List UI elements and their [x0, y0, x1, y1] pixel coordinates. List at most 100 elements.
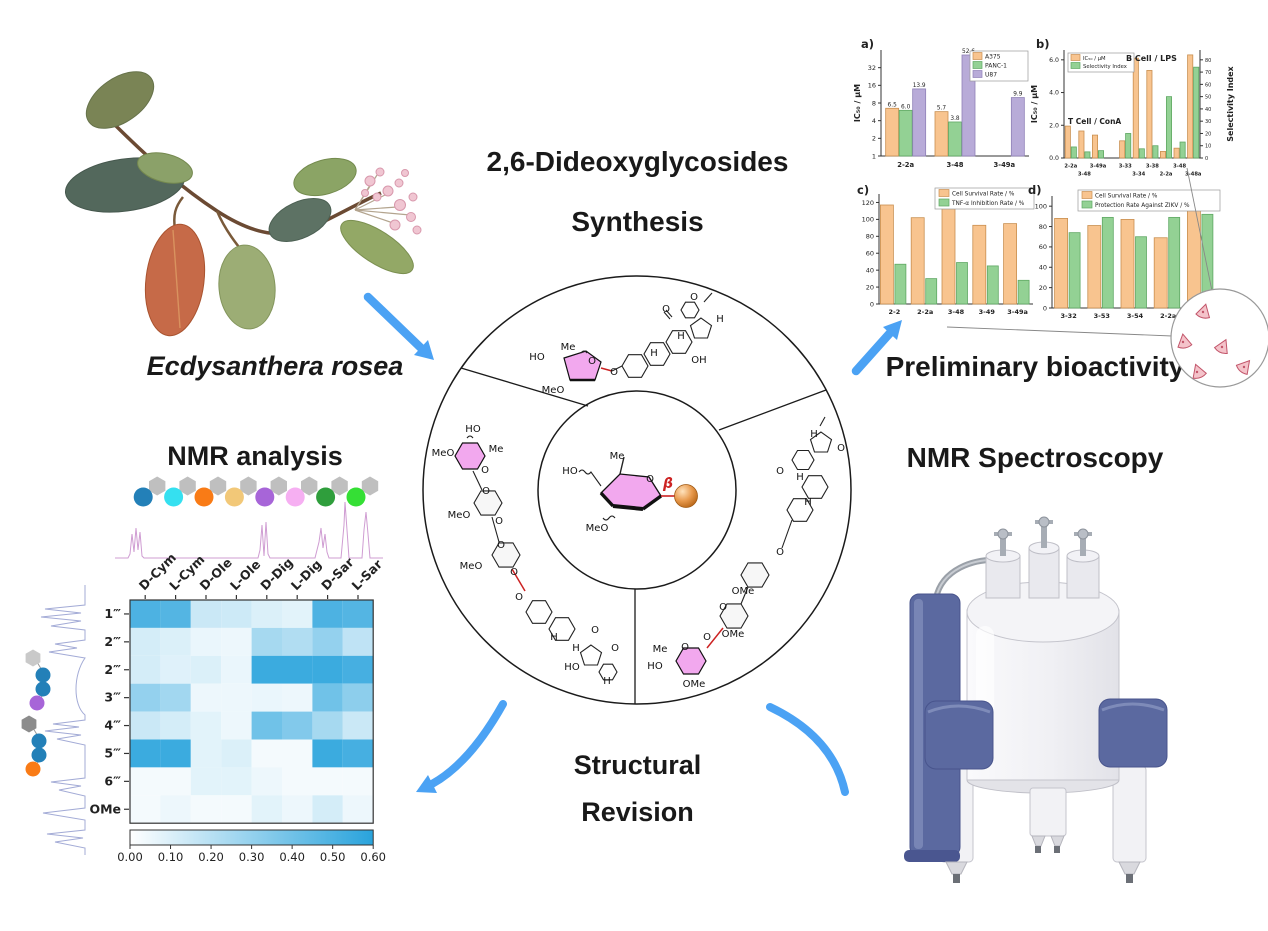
svg-text:O: O	[588, 356, 596, 367]
svg-text:Me: Me	[561, 342, 576, 353]
svg-text:1‴: 1‴	[104, 606, 121, 621]
structural-revision-line1: Structural	[573, 750, 702, 780]
svg-text:IC₅₀ / μM: IC₅₀ / μM	[1083, 56, 1106, 62]
svg-text:OMe: OMe	[732, 586, 755, 597]
svg-text:9.9: 9.9	[1013, 92, 1023, 98]
svg-text:2-2a: 2-2a	[917, 308, 933, 316]
svg-text:3-33: 3-33	[1119, 164, 1132, 170]
svg-text:80: 80	[866, 233, 874, 241]
svg-text:0.40: 0.40	[279, 850, 305, 864]
feet	[945, 835, 1141, 883]
svg-text:3-48: 3-48	[948, 308, 965, 316]
svg-text:Me: Me	[653, 644, 668, 655]
chart-b: 0.0 2.0 4.0 6.0 0 10 20 30 40 50 60 70 80 IC₅₀ / μM Se…	[1030, 37, 1235, 178]
svg-text:O: O	[681, 642, 689, 653]
svg-text:5.7: 5.7	[937, 106, 947, 112]
svg-text:6.0: 6.0	[1049, 57, 1059, 64]
svg-text:O: O	[610, 367, 618, 378]
svg-text:TNF-α Inhibition Rate / %: TNF-α Inhibition Rate / %	[951, 201, 1025, 207]
svg-text:0.30: 0.30	[239, 850, 265, 864]
svg-text:O: O	[497, 540, 505, 551]
svg-text:3.8: 3.8	[950, 116, 960, 122]
svg-text:3-48a: 3-48a	[1185, 172, 1202, 178]
svg-text:3-32: 3-32	[1060, 312, 1076, 320]
svg-text:2-2: 2-2	[889, 308, 901, 316]
svg-text:40: 40	[866, 266, 874, 274]
svg-text:4‴: 4‴	[104, 718, 121, 733]
svg-text:2: 2	[872, 135, 876, 143]
svg-text:3-34: 3-34	[1132, 172, 1145, 178]
svg-text:8: 8	[872, 99, 876, 107]
svg-text:H: H	[716, 314, 724, 325]
svg-text:MeO: MeO	[448, 510, 471, 521]
svg-text:80: 80	[1039, 223, 1047, 231]
svg-text:PANC-1: PANC-1	[985, 63, 1007, 70]
svg-text:IC₅₀ / μM: IC₅₀ / μM	[1030, 85, 1039, 123]
svg-text:16: 16	[868, 82, 876, 90]
svg-text:OMe: OMe	[683, 679, 706, 690]
svg-text:0.50: 0.50	[320, 850, 346, 864]
sleeve-right	[1098, 698, 1168, 768]
svg-text:MeO: MeO	[460, 561, 483, 572]
svg-text:0: 0	[1043, 304, 1047, 312]
leg-center	[1029, 787, 1067, 837]
svg-text:Selectivity Index: Selectivity Index	[1083, 64, 1127, 70]
plant-flower-cluster	[354, 174, 411, 224]
svg-text:1: 1	[872, 152, 876, 160]
svg-text:3‴: 3‴	[104, 690, 121, 705]
svg-text:100: 100	[862, 216, 874, 224]
svg-text:B Cell / LPS: B Cell / LPS	[1126, 54, 1177, 63]
svg-text:O: O	[482, 486, 490, 497]
svg-text:D-Sar: D-Sar	[318, 554, 357, 593]
svg-text:MeO: MeO	[586, 523, 609, 534]
nmr-spectroscopy-label: NMR Spectroscopy	[906, 442, 1164, 473]
svg-text:H: H	[550, 632, 558, 643]
svg-text:52.6: 52.6	[962, 49, 975, 55]
svg-text:O: O	[495, 516, 503, 527]
svg-text:0.10: 0.10	[158, 850, 184, 864]
top-sector-structure	[563, 292, 713, 382]
svg-text:10: 10	[1205, 144, 1211, 150]
svg-text:H: H	[796, 472, 804, 483]
svg-text:3-53: 3-53	[1094, 312, 1110, 320]
svg-text:40: 40	[1039, 264, 1047, 272]
bioactivity-label: Preliminary bioactivity	[885, 351, 1185, 382]
svg-text:6.0: 6.0	[901, 104, 911, 110]
svg-text:13.9: 13.9	[913, 83, 926, 89]
synthesis-title-line1: 2,6-Dideoxyglycosides	[486, 146, 789, 177]
svg-text:H: H	[603, 676, 611, 687]
svg-text:5‴: 5‴	[104, 745, 121, 760]
svg-text:0: 0	[870, 300, 874, 308]
svg-text:OH: OH	[691, 355, 706, 366]
svg-text:3-48: 3-48	[946, 161, 963, 169]
svg-text:O: O	[481, 465, 489, 476]
svg-text:O: O	[510, 567, 518, 578]
svg-text:30: 30	[1205, 119, 1211, 125]
svg-text:60: 60	[1039, 243, 1047, 251]
svg-text:Me: Me	[610, 451, 625, 462]
svg-text:O: O	[703, 632, 711, 643]
svg-text:3-49a: 3-49a	[1090, 164, 1107, 170]
svg-text:70: 70	[1205, 70, 1211, 76]
svg-text:0.60: 0.60	[360, 850, 386, 864]
svg-text:U87: U87	[985, 72, 997, 79]
svg-text:80: 80	[1205, 58, 1211, 64]
svg-text:MeO: MeO	[432, 448, 455, 459]
svg-text:H: H	[804, 497, 812, 508]
right-sector-structure	[675, 416, 833, 675]
svg-text:60: 60	[1205, 82, 1211, 88]
svg-text:40: 40	[1205, 107, 1211, 113]
svg-text:H: H	[810, 429, 818, 440]
svg-text:3-54: 3-54	[1127, 312, 1144, 320]
svg-text:H: H	[650, 348, 658, 359]
svg-text:6‴: 6‴	[104, 773, 121, 788]
plant-photo	[64, 71, 422, 337]
svg-text:3-48a: 3-48a	[1191, 312, 1212, 320]
svg-text:60: 60	[866, 250, 874, 258]
svg-text:O: O	[837, 443, 845, 454]
svg-text:O: O	[515, 592, 523, 603]
svg-text:2-2a: 2-2a	[897, 161, 914, 169]
